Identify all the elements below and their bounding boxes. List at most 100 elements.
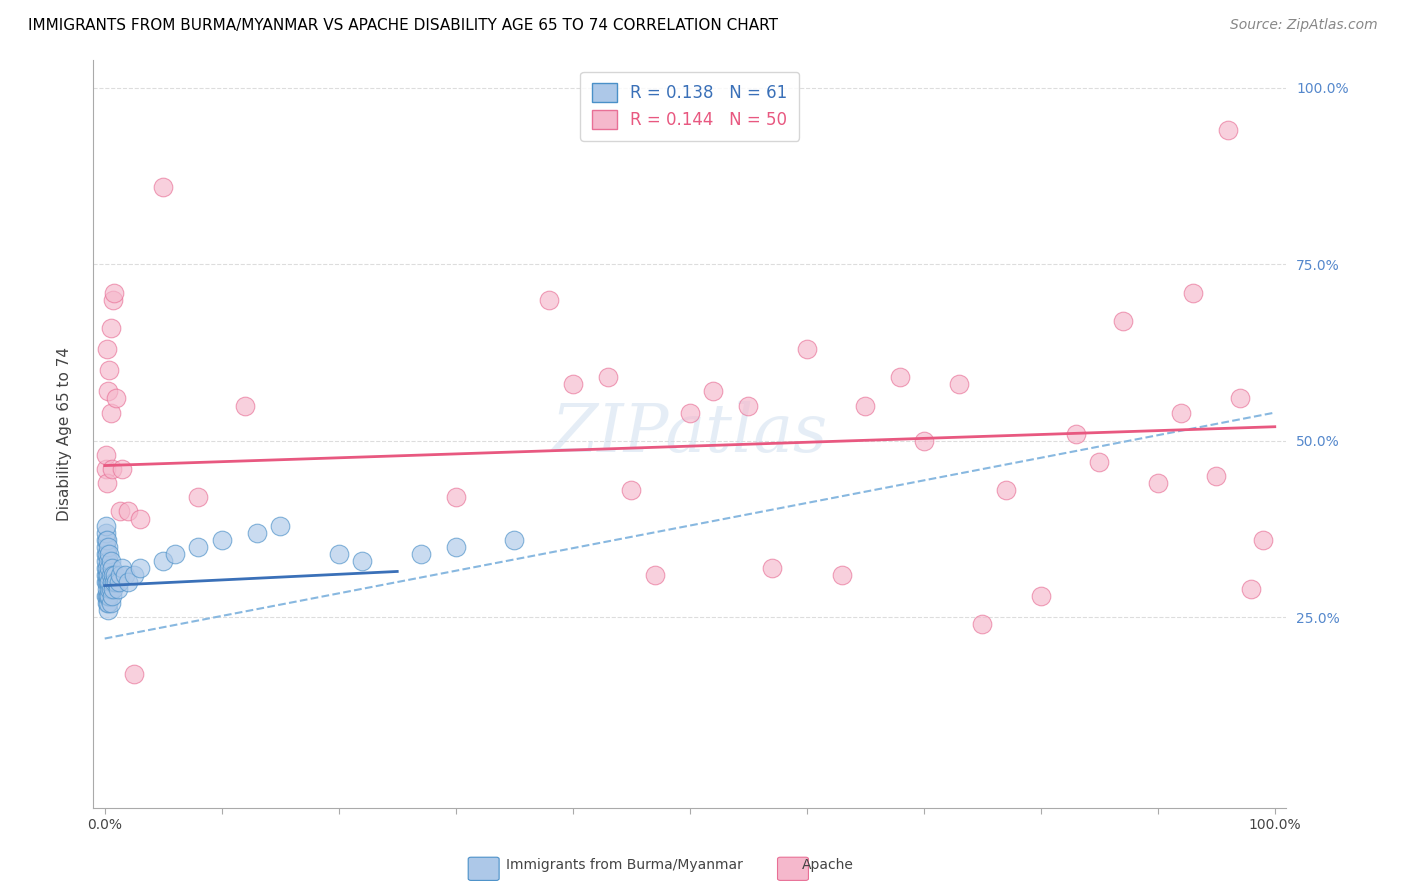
Point <box>1251 533 1274 547</box>
Point <box>96 582 118 596</box>
Point <box>948 377 970 392</box>
Point <box>97 603 120 617</box>
Point <box>889 370 911 384</box>
Point <box>269 518 291 533</box>
Point <box>328 547 350 561</box>
Point <box>128 511 150 525</box>
Point <box>97 568 120 582</box>
Point <box>103 575 125 590</box>
Point <box>444 491 467 505</box>
Point <box>100 406 122 420</box>
Point <box>1240 582 1263 596</box>
Point <box>104 568 127 582</box>
Point <box>211 533 233 547</box>
Point <box>103 285 125 300</box>
Point <box>596 370 619 384</box>
Text: ZIPatlas: ZIPatlas <box>551 401 828 467</box>
Point <box>98 363 121 377</box>
Point <box>96 476 118 491</box>
Point <box>105 575 128 590</box>
Point <box>761 561 783 575</box>
Point <box>94 525 117 540</box>
Point <box>96 568 118 582</box>
Point <box>796 342 818 356</box>
Point <box>96 575 118 590</box>
Point <box>98 575 121 590</box>
Point <box>831 568 853 582</box>
Point <box>1111 314 1133 328</box>
Point <box>94 547 117 561</box>
Point <box>912 434 935 448</box>
Point <box>187 491 209 505</box>
Point <box>737 399 759 413</box>
Point <box>111 561 134 575</box>
Point <box>128 561 150 575</box>
Point <box>107 582 129 596</box>
Point <box>644 568 666 582</box>
Point <box>94 575 117 590</box>
Point <box>94 554 117 568</box>
Point <box>97 384 120 399</box>
Point <box>117 504 139 518</box>
Point <box>94 540 117 554</box>
Point <box>105 392 128 406</box>
Point <box>1064 426 1087 441</box>
Point <box>100 582 122 596</box>
Text: IMMIGRANTS FROM BURMA/MYANMAR VS APACHE DISABILITY AGE 65 TO 74 CORRELATION CHAR: IMMIGRANTS FROM BURMA/MYANMAR VS APACHE … <box>28 18 778 33</box>
Point <box>96 561 118 575</box>
Point <box>94 448 117 462</box>
Point <box>1146 476 1168 491</box>
Point <box>152 554 174 568</box>
Point <box>101 293 124 307</box>
Point <box>101 582 124 596</box>
Point <box>114 568 136 582</box>
FancyBboxPatch shape <box>778 857 808 880</box>
Point <box>163 547 186 561</box>
Text: Source: ZipAtlas.com: Source: ZipAtlas.com <box>1230 18 1378 32</box>
Point <box>1088 455 1111 469</box>
Point <box>1170 406 1192 420</box>
Point <box>96 547 118 561</box>
Point <box>246 525 269 540</box>
Point <box>96 589 118 603</box>
Point <box>117 575 139 590</box>
Point <box>100 575 122 590</box>
Point <box>444 540 467 554</box>
Point <box>97 554 120 568</box>
Point <box>122 568 145 582</box>
Point <box>1029 589 1052 603</box>
Point <box>100 568 122 582</box>
Point <box>96 596 118 610</box>
Point <box>96 342 118 356</box>
Point <box>994 483 1017 498</box>
Point <box>1181 285 1204 300</box>
Point <box>98 561 121 575</box>
Point <box>233 399 256 413</box>
Y-axis label: Disability Age 65 to 74: Disability Age 65 to 74 <box>58 347 72 521</box>
Point <box>94 462 117 476</box>
Point <box>108 504 131 518</box>
Point <box>107 575 129 590</box>
Point <box>152 179 174 194</box>
Point <box>96 533 118 547</box>
Text: Apache: Apache <box>801 858 853 872</box>
Point <box>561 377 583 392</box>
Point <box>187 540 209 554</box>
FancyBboxPatch shape <box>468 857 499 880</box>
Point <box>94 518 117 533</box>
Point <box>94 561 117 575</box>
Point <box>98 589 121 603</box>
Point <box>352 554 374 568</box>
Point <box>620 483 643 498</box>
Point <box>853 399 876 413</box>
Point <box>100 462 122 476</box>
Point <box>538 293 561 307</box>
Point <box>503 533 526 547</box>
Point <box>972 617 994 632</box>
Point <box>94 589 117 603</box>
Point <box>100 561 122 575</box>
Point <box>97 589 120 603</box>
Text: Immigrants from Burma/Myanmar: Immigrants from Burma/Myanmar <box>506 858 742 872</box>
Point <box>94 533 117 547</box>
Point <box>97 596 120 610</box>
